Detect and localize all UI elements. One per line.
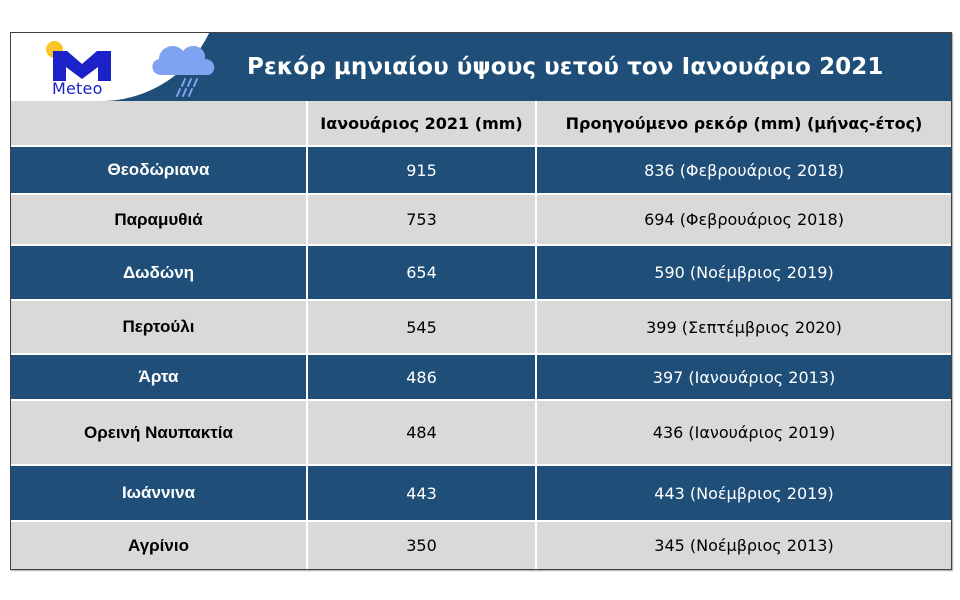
- table-row: Ιωάννινα 443 443 (Νοέμβριος 2019): [11, 464, 951, 521]
- table-row: Αγρίνιο 350 345 (Νοέμβριος 2013): [11, 520, 951, 569]
- jan2021-value: 654: [306, 244, 536, 300]
- previous-record: 436 (Ιανουάριος 2019): [535, 399, 951, 465]
- table-header-row: Ιανουάριος 2021 (mm) Προηγούμενο ρεκόρ (…: [11, 101, 951, 146]
- infographic-frame: Meteo Ρεκόρ μηνιαίου ύψους υετού τον Ιαν…: [10, 32, 952, 570]
- jan2021-value: 443: [306, 464, 536, 521]
- jan2021-value: 350: [306, 520, 536, 569]
- previous-record: 590 (Νοέμβριος 2019): [535, 244, 951, 300]
- column-header-station: [11, 101, 307, 146]
- logo-text: Meteo: [52, 79, 103, 98]
- jan2021-value: 486: [306, 353, 536, 400]
- previous-record: 397 (Ιανουάριος 2013): [535, 353, 951, 400]
- title-banner: Meteo Ρεκόρ μηνιαίου ύψους υετού τον Ιαν…: [11, 33, 951, 101]
- station-name: Ορεινή Ναυπακτία: [11, 399, 307, 465]
- column-header-previous: Προηγούμενο ρεκόρ (mm) (μήνας-έτος): [535, 101, 951, 146]
- table-row: Δωδώνη 654 590 (Νοέμβριος 2019): [11, 244, 951, 300]
- station-name: Περτούλι: [11, 299, 307, 354]
- previous-record: 694 (Φεβρουάριος 2018): [535, 193, 951, 245]
- table-row: Ορεινή Ναυπακτία 484 436 (Ιανουάριος 201…: [11, 399, 951, 465]
- station-name: Παραμυθιά: [11, 193, 307, 245]
- station-name: Θεοδώριανα: [11, 145, 307, 194]
- previous-record: 443 (Νοέμβριος 2019): [535, 464, 951, 521]
- m-letter-icon: [53, 51, 111, 81]
- previous-record: 345 (Νοέμβριος 2013): [535, 520, 951, 569]
- station-name: Δωδώνη: [11, 244, 307, 300]
- previous-record: 836 (Φεβρουάριος 2018): [535, 145, 951, 194]
- station-name: Αγρίνιο: [11, 520, 307, 569]
- page-title: Ρεκόρ μηνιαίου ύψους υετού τον Ιανουάριο…: [247, 54, 884, 80]
- jan2021-value: 915: [306, 145, 536, 194]
- table-row: Περτούλι 545 399 (Σεπτέμβριος 2020): [11, 299, 951, 354]
- jan2021-value: 753: [306, 193, 536, 245]
- rainfall-records-table: Ιανουάριος 2021 (mm) Προηγούμενο ρεκόρ (…: [11, 101, 951, 569]
- meteo-logo-icon: Meteo: [41, 37, 121, 99]
- station-name: Άρτα: [11, 353, 307, 400]
- table-row: Θεοδώριανα 915 836 (Φεβρουάριος 2018): [11, 145, 951, 194]
- previous-record: 399 (Σεπτέμβριος 2020): [535, 299, 951, 354]
- jan2021-value: 545: [306, 299, 536, 354]
- table-row: Παραμυθιά 753 694 (Φεβρουάριος 2018): [11, 193, 951, 245]
- table-row: Άρτα 486 397 (Ιανουάριος 2013): [11, 353, 951, 400]
- column-header-jan2021: Ιανουάριος 2021 (mm): [306, 101, 536, 146]
- jan2021-value: 484: [306, 399, 536, 465]
- rain-cloud-icon: [152, 45, 215, 97]
- station-name: Ιωάννινα: [11, 464, 307, 521]
